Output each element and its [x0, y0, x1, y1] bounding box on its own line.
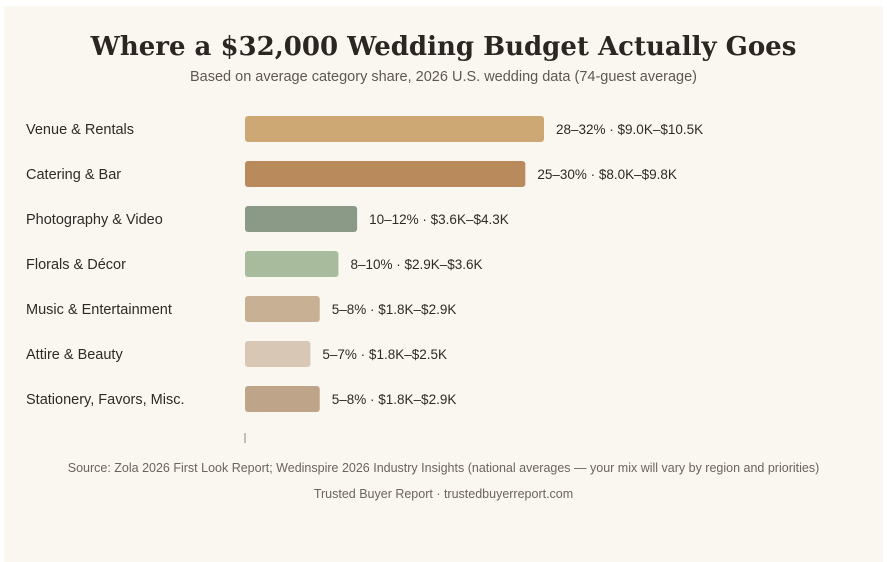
data-label: 8–10% · $2.9K–$3.6K — [350, 257, 482, 272]
data-label: 5–8% · $1.8K–$2.9K — [332, 302, 457, 317]
source-note: Source: Zola 2026 First Look Report; Wed… — [67, 461, 820, 475]
data-label: 10–12% · $3.6K–$4.3K — [369, 212, 509, 227]
bar — [245, 341, 311, 367]
category-label: Catering & Bar — [26, 167, 121, 183]
category-label: Florals & Décor — [26, 257, 126, 273]
category-label: Music & Entertainment — [26, 302, 172, 318]
chart-card: Where a $32,000 Wedding Budget Actually … — [4, 6, 883, 562]
chart-subtitle: Based on average category share, 2026 U.… — [189, 69, 698, 85]
credit-line: Trusted Buyer Report · trustedbuyerrepor… — [313, 487, 574, 501]
category-label: Photography & Video — [26, 212, 163, 228]
bar — [245, 296, 320, 322]
bar — [245, 206, 358, 232]
bar-chart: Venue & Rentals 28–32% · $9.0K–$10.5K Cate… — [26, 116, 703, 443]
category-label: Attire & Beauty — [26, 347, 123, 363]
chart-title: Where a $32,000 Wedding Budget Actually … — [90, 32, 797, 62]
bar — [245, 116, 544, 142]
category-label: Stationery, Favors, Misc. — [26, 392, 184, 408]
data-label: 5–7% · $1.8K–$2.5K — [322, 347, 447, 362]
bar — [245, 161, 526, 187]
category-label: Venue & Rentals — [26, 122, 134, 138]
data-label: 28–32% · $9.0K–$10.5K — [556, 122, 703, 137]
bar — [245, 251, 339, 277]
data-label: 5–8% · $1.8K–$2.9K — [332, 392, 457, 407]
bar — [245, 386, 320, 412]
data-label: 25–30% · $8.0K–$9.8K — [537, 167, 677, 182]
